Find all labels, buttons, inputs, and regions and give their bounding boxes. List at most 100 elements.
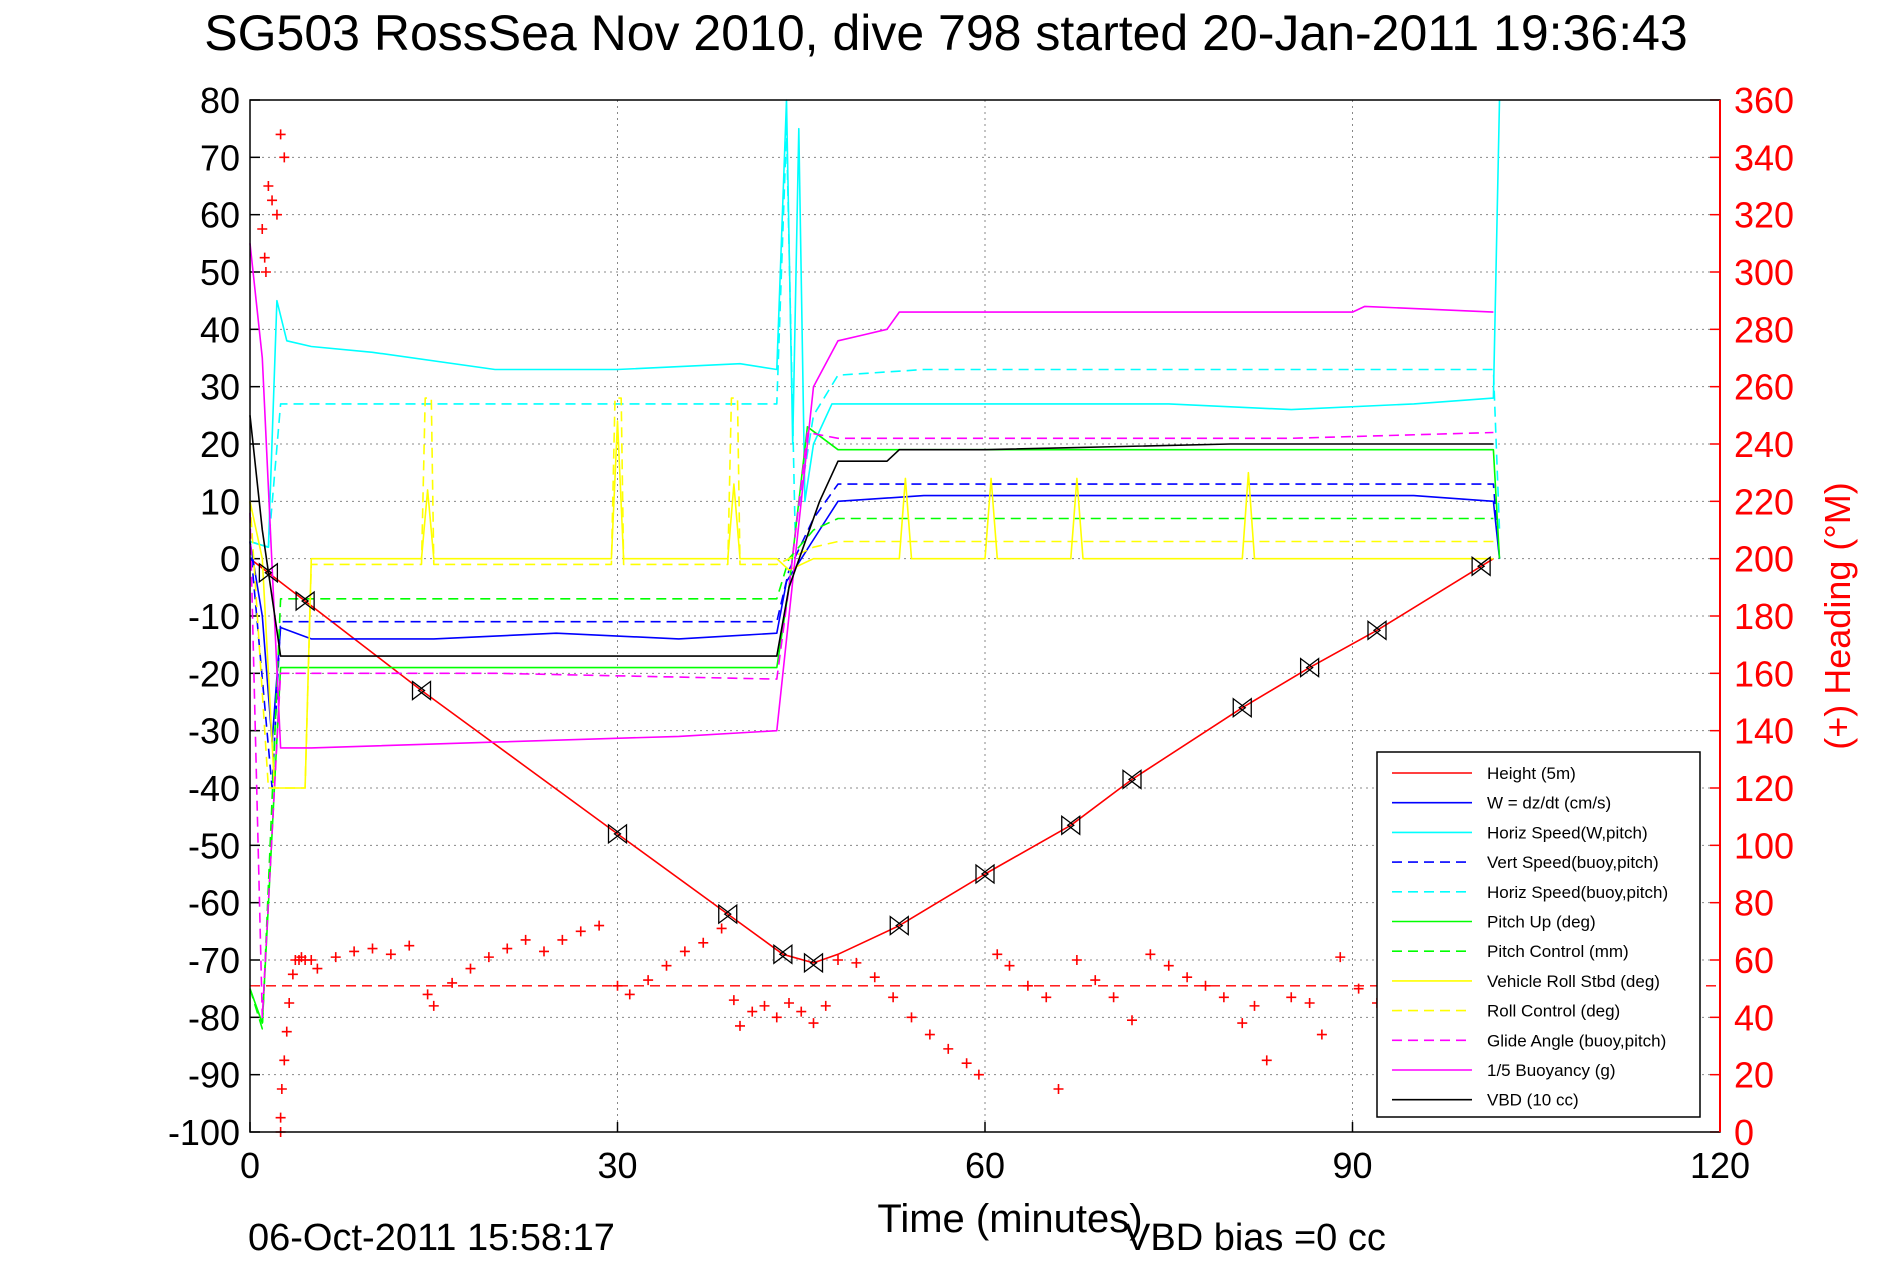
heading-point (771, 1012, 782, 1023)
heading-point (385, 949, 396, 960)
x-tick-label: 0 (240, 1145, 260, 1186)
legend-box (1376, 751, 1701, 1118)
y2-tick-label: 80 (1734, 883, 1774, 924)
heading-point (575, 926, 586, 937)
y-tick-label: -90 (188, 1055, 240, 1096)
series-line-2 (249, 494, 1501, 743)
heading-point (784, 998, 794, 1008)
triangle-markers (258, 556, 1491, 974)
heading-point (1353, 983, 1364, 994)
legend-label: VBD (10 cc) (1487, 1091, 1579, 1110)
heading-point (279, 1055, 290, 1066)
heading-point (1004, 960, 1015, 971)
heading-point (992, 949, 1003, 960)
triangle-marker (1299, 657, 1320, 678)
series-line-6 (249, 425, 1501, 1024)
y-tick-label: -40 (188, 768, 240, 809)
triangle-marker (1471, 556, 1491, 577)
right-axis-ticks: 3603403203002802602402202001801601401201… (1710, 80, 1794, 1153)
heading-point (643, 975, 654, 986)
heading-point (263, 181, 274, 191)
series-line-12 (249, 415, 1494, 657)
series-line-11 (249, 243, 1494, 749)
y2-tick-label: 20 (1734, 1055, 1774, 1096)
triangle-marker (258, 562, 279, 584)
footer-vbd-bias: VBD bias =0 cc (1125, 1217, 1386, 1259)
legend-label: W = dz/dt (cm/s) (1487, 794, 1611, 813)
triangle-marker (1061, 814, 1081, 836)
triangle-marker (1122, 769, 1142, 790)
heading-point (428, 1000, 439, 1011)
y2-tick-label: 0 (1734, 1112, 1754, 1153)
y2-tick-label: 40 (1734, 997, 1774, 1038)
heading-point (367, 943, 378, 954)
y-tick-label: -30 (188, 711, 240, 752)
heading-point (306, 955, 317, 965)
heading-point (422, 989, 433, 1000)
heading-point (924, 1029, 935, 1040)
heading-point (275, 1112, 286, 1123)
heading-point (1182, 972, 1193, 983)
y-tick-label: 60 (200, 195, 240, 236)
y-tick-label: 0 (220, 539, 240, 580)
y-tick-label: 70 (200, 137, 240, 178)
heading-point (260, 267, 271, 277)
heading-point (259, 252, 270, 263)
heading-point (257, 224, 268, 234)
legend-label: Pitch Up (deg) (1487, 913, 1596, 932)
heading-point (1200, 980, 1211, 991)
y-tick-label: 80 (200, 80, 240, 121)
heading-point (1090, 975, 1101, 986)
heading-point (1335, 952, 1346, 963)
legend-label: Height (5m) (1487, 764, 1576, 783)
heading-point (698, 937, 709, 948)
x-axis-label: Time (minutes) (877, 1197, 1142, 1241)
heading-point (612, 980, 623, 991)
heading-point (1218, 992, 1229, 1003)
heading-point (1127, 1015, 1137, 1026)
y2-tick-label: 140 (1734, 711, 1794, 752)
series-lines (249, 99, 1501, 1030)
triangle-marker (889, 915, 909, 936)
series-line-10 (249, 431, 1494, 1019)
y2-tick-label: 320 (1734, 195, 1794, 236)
heading-point (869, 972, 880, 983)
triangle-marker (295, 590, 315, 612)
y-tick-label: -20 (188, 653, 240, 694)
y2-tick-label: 260 (1734, 367, 1794, 408)
legend: Height (5m) W = dz/dt (cm/s) Horiz Speed(W… (1376, 751, 1701, 1118)
right-axis-label: (+) Heading (°M) (1817, 482, 1858, 749)
heading-point (267, 195, 278, 206)
y2-tick-label: 120 (1734, 768, 1794, 809)
y2-tick-label: 220 (1734, 481, 1794, 522)
heading-point (1286, 992, 1297, 1003)
heading-point (312, 963, 323, 974)
series-line-9 (249, 397, 1494, 789)
heading-point (728, 995, 739, 1006)
heading-point (747, 1006, 758, 1017)
heading-point (1108, 992, 1119, 1003)
heading-point (1249, 1000, 1260, 1011)
heading-point (1261, 1055, 1272, 1066)
heading-point (679, 946, 690, 957)
legend-label: Horiz Speed(buoy,pitch) (1487, 883, 1668, 902)
heading-point (271, 209, 282, 220)
heading-point (276, 1084, 287, 1094)
heading-point (1163, 960, 1174, 971)
heading-point (1022, 980, 1033, 991)
left-axis-ticks: 80 70 60 50 40 30 20 10 0 -10 -20 -30 -40 -50 -60 -70 -8… (168, 80, 260, 1153)
heading-point (943, 1043, 954, 1054)
y-tick-label: -70 (188, 940, 240, 981)
heading-point (808, 1018, 819, 1029)
heading-point (973, 1069, 984, 1080)
heading-point (287, 969, 298, 980)
y2-tick-label: 360 (1734, 80, 1794, 121)
legend-label: Pitch Control (mm) (1487, 942, 1629, 961)
x-tick-label: 60 (965, 1145, 1005, 1186)
triangle-marker (803, 952, 824, 974)
legend-label: Vert Speed(buoy,pitch) (1487, 853, 1659, 872)
triangle-marker (1232, 697, 1252, 719)
y2-tick-label: 160 (1734, 653, 1794, 694)
heading-point (539, 946, 549, 957)
triangle-marker (718, 903, 738, 925)
